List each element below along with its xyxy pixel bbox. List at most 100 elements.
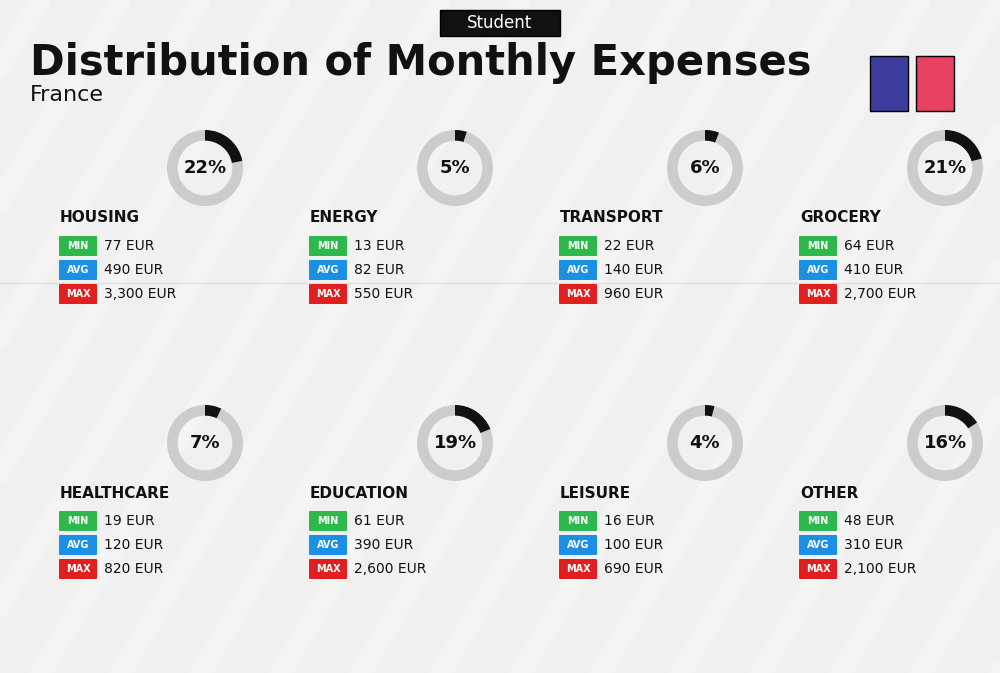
Wedge shape — [907, 405, 983, 481]
Text: 82 EUR: 82 EUR — [354, 263, 404, 277]
Text: MIN: MIN — [567, 516, 589, 526]
FancyBboxPatch shape — [309, 511, 347, 531]
Text: 2,600 EUR: 2,600 EUR — [354, 562, 426, 576]
Text: MIN: MIN — [807, 241, 829, 251]
Text: AVG: AVG — [67, 540, 89, 550]
Text: 64 EUR: 64 EUR — [844, 239, 895, 253]
Wedge shape — [205, 405, 221, 418]
Text: Student: Student — [467, 14, 533, 32]
Text: GROCERY: GROCERY — [800, 211, 881, 225]
FancyBboxPatch shape — [309, 260, 347, 280]
FancyBboxPatch shape — [59, 535, 97, 555]
Text: 100 EUR: 100 EUR — [604, 538, 663, 552]
FancyBboxPatch shape — [559, 535, 597, 555]
Text: 3,300 EUR: 3,300 EUR — [104, 287, 176, 301]
FancyBboxPatch shape — [559, 511, 597, 531]
Text: MAX: MAX — [566, 289, 590, 299]
Text: AVG: AVG — [807, 540, 829, 550]
Text: 13 EUR: 13 EUR — [354, 239, 404, 253]
Text: MAX: MAX — [66, 289, 90, 299]
Text: MIN: MIN — [67, 516, 89, 526]
Text: Distribution of Monthly Expenses: Distribution of Monthly Expenses — [30, 42, 812, 84]
Text: AVG: AVG — [317, 265, 339, 275]
Text: 7%: 7% — [190, 434, 220, 452]
Text: AVG: AVG — [567, 265, 589, 275]
Text: 2,100 EUR: 2,100 EUR — [844, 562, 916, 576]
Wedge shape — [945, 405, 977, 428]
Text: 140 EUR: 140 EUR — [604, 263, 663, 277]
Text: 820 EUR: 820 EUR — [104, 562, 163, 576]
Text: 19 EUR: 19 EUR — [104, 514, 155, 528]
FancyBboxPatch shape — [559, 260, 597, 280]
Text: 2,700 EUR: 2,700 EUR — [844, 287, 916, 301]
Text: MAX: MAX — [566, 564, 590, 574]
Text: MAX: MAX — [316, 289, 340, 299]
Text: 61 EUR: 61 EUR — [354, 514, 405, 528]
Wedge shape — [455, 130, 467, 142]
Text: MAX: MAX — [806, 289, 830, 299]
Wedge shape — [417, 130, 493, 206]
Text: 310 EUR: 310 EUR — [844, 538, 903, 552]
FancyBboxPatch shape — [799, 535, 837, 555]
Text: 390 EUR: 390 EUR — [354, 538, 413, 552]
FancyBboxPatch shape — [309, 535, 347, 555]
FancyBboxPatch shape — [916, 55, 954, 110]
Text: 490 EUR: 490 EUR — [104, 263, 163, 277]
Text: AVG: AVG — [807, 265, 829, 275]
Text: 550 EUR: 550 EUR — [354, 287, 413, 301]
Wedge shape — [205, 130, 242, 163]
Text: AVG: AVG — [67, 265, 89, 275]
Text: AVG: AVG — [317, 540, 339, 550]
Text: France: France — [30, 85, 104, 105]
Wedge shape — [667, 405, 743, 481]
Text: 410 EUR: 410 EUR — [844, 263, 903, 277]
FancyBboxPatch shape — [799, 511, 837, 531]
Text: MIN: MIN — [567, 241, 589, 251]
Text: 77 EUR: 77 EUR — [104, 239, 154, 253]
Text: HOUSING: HOUSING — [60, 211, 140, 225]
Text: HEALTHCARE: HEALTHCARE — [60, 485, 170, 501]
FancyBboxPatch shape — [309, 236, 347, 256]
Text: MIN: MIN — [67, 241, 89, 251]
Wedge shape — [705, 130, 719, 143]
FancyBboxPatch shape — [59, 284, 97, 304]
Wedge shape — [455, 405, 490, 433]
Text: 960 EUR: 960 EUR — [604, 287, 663, 301]
Text: ENERGY: ENERGY — [310, 211, 378, 225]
Text: 19%: 19% — [433, 434, 477, 452]
Text: 16 EUR: 16 EUR — [604, 514, 655, 528]
Text: OTHER: OTHER — [800, 485, 858, 501]
Wedge shape — [667, 130, 743, 206]
Text: MIN: MIN — [317, 241, 339, 251]
FancyBboxPatch shape — [440, 10, 560, 36]
Text: MIN: MIN — [317, 516, 339, 526]
Text: 21%: 21% — [923, 159, 967, 177]
Text: MAX: MAX — [66, 564, 90, 574]
Text: MAX: MAX — [806, 564, 830, 574]
FancyBboxPatch shape — [799, 284, 837, 304]
FancyBboxPatch shape — [59, 511, 97, 531]
Text: MAX: MAX — [316, 564, 340, 574]
Wedge shape — [167, 405, 243, 481]
Text: TRANSPORT: TRANSPORT — [560, 211, 664, 225]
Text: 4%: 4% — [690, 434, 720, 452]
FancyBboxPatch shape — [559, 236, 597, 256]
Wedge shape — [705, 405, 714, 417]
FancyBboxPatch shape — [799, 236, 837, 256]
Text: AVG: AVG — [567, 540, 589, 550]
FancyBboxPatch shape — [870, 55, 908, 110]
FancyBboxPatch shape — [59, 236, 97, 256]
Text: LEISURE: LEISURE — [560, 485, 631, 501]
Text: 22%: 22% — [183, 159, 227, 177]
Wedge shape — [907, 130, 983, 206]
Text: 48 EUR: 48 EUR — [844, 514, 895, 528]
Text: 16%: 16% — [923, 434, 967, 452]
Text: EDUCATION: EDUCATION — [310, 485, 409, 501]
Text: 6%: 6% — [690, 159, 720, 177]
FancyBboxPatch shape — [559, 559, 597, 579]
Wedge shape — [945, 130, 982, 162]
FancyBboxPatch shape — [559, 284, 597, 304]
FancyBboxPatch shape — [799, 260, 837, 280]
FancyBboxPatch shape — [799, 559, 837, 579]
Wedge shape — [417, 405, 493, 481]
